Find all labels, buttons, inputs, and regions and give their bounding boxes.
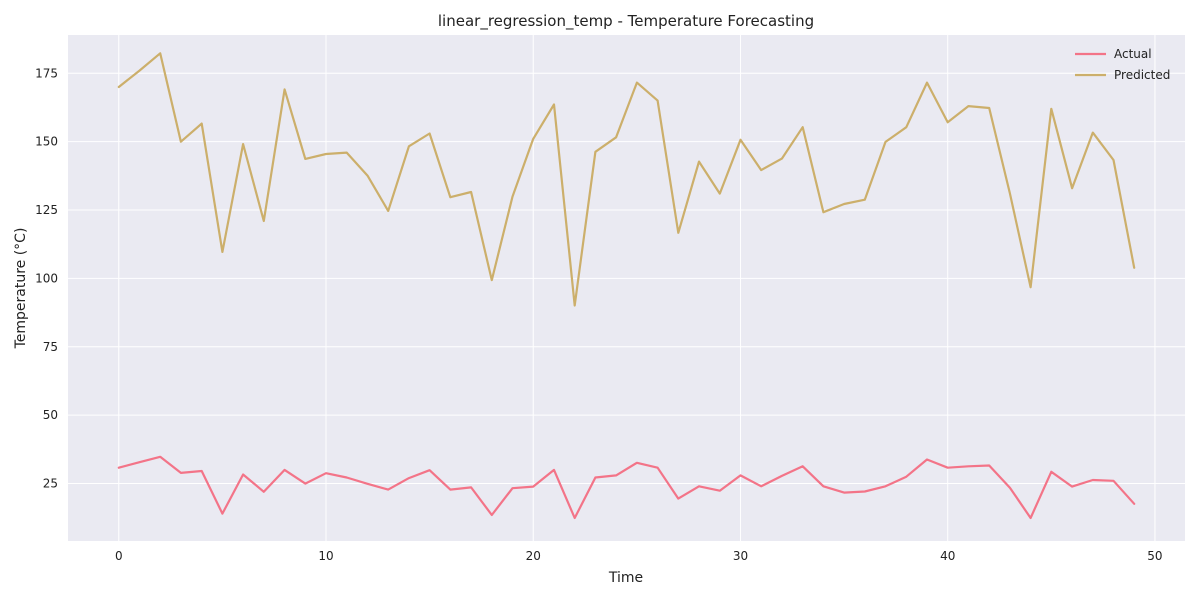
y-tick-label: 175 (35, 66, 58, 80)
x-tick-label: 50 (1147, 549, 1162, 563)
x-tick-label: 10 (318, 549, 333, 563)
y-axis-label: Temperature (°C) (13, 228, 29, 350)
y-tick-label: 100 (35, 271, 58, 285)
legend-label-predicted: Predicted (1114, 68, 1170, 82)
x-tick-label: 40 (940, 549, 955, 563)
y-tick-label: 75 (43, 340, 58, 354)
y-tick-label: 125 (35, 203, 58, 217)
grid (68, 35, 1185, 541)
series-group (117, 52, 1136, 520)
x-tick-label: 0 (115, 549, 123, 563)
series-line-actual (117, 455, 1136, 520)
y-tick-label: 50 (43, 408, 58, 422)
series-line-predicted (117, 52, 1136, 307)
chart-title: linear_regression_temp - Temperature For… (438, 12, 814, 31)
tick-labels: 0 10 20 30 40 50 25 50 75 100 125 150 175 (35, 66, 1162, 563)
y-tick-label: 150 (35, 135, 58, 149)
x-tick-label: 20 (526, 549, 541, 563)
x-axis-label: Time (608, 570, 643, 586)
legend-label-actual: Actual (1114, 47, 1152, 61)
legend: Actual Predicted (1075, 47, 1170, 82)
y-tick-label: 25 (43, 477, 58, 491)
x-tick-label: 30 (733, 549, 748, 563)
plot-area (68, 35, 1185, 541)
